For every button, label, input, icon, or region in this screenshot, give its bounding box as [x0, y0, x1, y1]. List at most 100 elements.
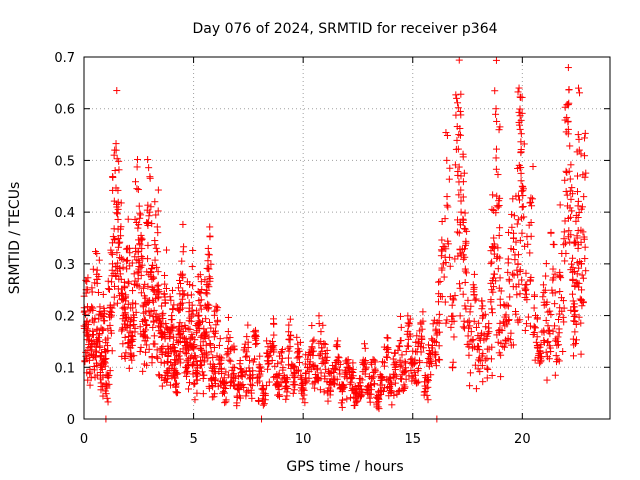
data-point-cloud — [370, 356, 378, 364]
data-point-cloud — [112, 140, 120, 148]
data-point-cloud — [175, 306, 183, 314]
data-point-cloud — [179, 274, 187, 282]
data-point-cloud — [531, 324, 539, 332]
data-point-cloud — [383, 354, 391, 362]
data-point-cloud — [193, 357, 201, 365]
data-point-cloud — [479, 378, 487, 386]
data-point-cloud — [346, 364, 354, 372]
data-point-cloud — [282, 383, 290, 391]
data-point-cloud — [352, 398, 360, 406]
data-point-cloud — [560, 241, 568, 249]
data-point-cloud — [348, 367, 356, 375]
data-point-cloud — [158, 320, 166, 328]
data-point-cloud — [571, 238, 579, 246]
data-point-cloud — [250, 328, 258, 336]
data-point-cloud — [315, 320, 323, 328]
data-point-cloud — [242, 392, 250, 400]
data-point-cloud — [289, 362, 297, 370]
data-point-cloud — [544, 322, 552, 330]
data-point-cloud — [206, 223, 214, 231]
data-point-cloud — [147, 272, 155, 280]
data-point-cloud — [91, 366, 99, 374]
data-point-cloud — [124, 278, 132, 286]
data-point-cloud — [461, 302, 469, 310]
data-point-cloud — [297, 375, 305, 383]
data-point-cloud — [256, 364, 264, 372]
data-point-cloud — [432, 325, 440, 333]
data-point-cloud — [516, 105, 524, 113]
data-point-cloud — [581, 129, 589, 137]
data-point-cloud — [514, 251, 522, 259]
data-point-cloud — [268, 356, 276, 364]
data-point-cloud — [303, 377, 311, 385]
data-point-cloud — [162, 320, 170, 328]
data-point-cloud — [566, 204, 574, 212]
data-point-cloud — [162, 284, 170, 292]
data-point-cloud — [515, 108, 523, 116]
data-point-cloud — [189, 246, 197, 254]
data-point-cloud — [386, 386, 394, 394]
data-point-cloud — [241, 340, 249, 348]
data-point-cloud — [361, 344, 369, 352]
data-point-cloud — [164, 375, 172, 383]
data-point-cloud — [103, 394, 111, 402]
data-point-cloud — [581, 152, 589, 160]
data-point-cloud — [184, 341, 192, 349]
data-point-cloud — [202, 289, 210, 297]
data-point-cloud — [360, 360, 368, 368]
data-point-cloud — [184, 346, 192, 354]
data-point-cloud — [546, 307, 554, 315]
data-point-cloud — [574, 214, 582, 222]
data-point-cloud — [394, 388, 402, 396]
data-point-cloud — [246, 375, 254, 383]
data-point-cloud — [542, 348, 550, 356]
data-point-cloud — [541, 286, 549, 294]
data-point-cloud — [503, 301, 511, 309]
data-point-cloud — [556, 288, 564, 296]
data-point-cloud — [518, 203, 526, 211]
data-point-cloud — [495, 126, 503, 134]
data-point-cloud — [158, 302, 166, 310]
data-point-cloud — [435, 355, 443, 363]
data-point-cloud — [298, 389, 306, 397]
data-point-cloud — [86, 381, 94, 389]
data-point-cloud — [99, 290, 107, 298]
data-point-cloud — [562, 128, 570, 136]
data-point-cloud — [202, 331, 210, 339]
data-point-cloud — [399, 367, 407, 375]
data-point-cloud — [515, 121, 523, 129]
data-point-cloud — [572, 239, 580, 247]
data-point-cloud — [405, 320, 413, 328]
data-point-cloud — [461, 209, 469, 217]
data-point-cloud — [265, 359, 273, 367]
data-point-cloud — [446, 253, 454, 261]
data-point-cloud — [423, 375, 431, 383]
data-point-cloud — [495, 231, 503, 239]
data-point-cloud — [521, 287, 529, 295]
data-point-cloud — [243, 333, 251, 341]
data-point-cloud — [117, 232, 125, 240]
data-point-cloud — [551, 322, 559, 330]
data-point-cloud — [451, 161, 459, 169]
x-tick-label: 0 — [80, 432, 88, 447]
data-point-cloud — [210, 333, 218, 341]
data-point-cloud — [499, 342, 507, 350]
data-point-cloud — [204, 257, 212, 265]
data-point-cloud — [522, 290, 530, 298]
data-point-cloud — [573, 232, 581, 240]
data-point-cloud — [574, 172, 582, 180]
data-point-cloud — [293, 333, 301, 341]
data-point-cloud — [96, 307, 104, 315]
data-point-cloud — [354, 397, 362, 405]
data-point-cloud — [452, 91, 460, 99]
data-point-cloud — [456, 284, 464, 292]
data-point-cloud — [211, 369, 219, 377]
data-point-cloud — [101, 359, 109, 367]
data-point-cloud — [98, 349, 106, 357]
data-point-cloud — [561, 257, 569, 265]
data-point-cloud — [527, 232, 535, 240]
data-point-cloud — [441, 298, 449, 306]
data-point-cloud — [350, 385, 358, 393]
data-point-cloud — [416, 359, 424, 367]
data-point-cloud — [103, 384, 111, 392]
